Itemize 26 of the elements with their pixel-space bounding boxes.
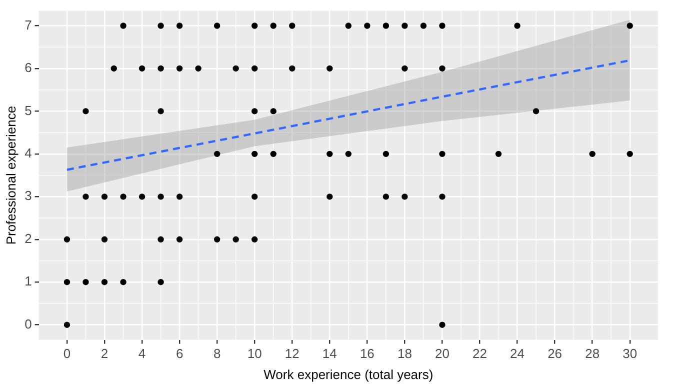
x-tick-label: 22	[472, 346, 487, 362]
y-tick-label: 7	[24, 17, 32, 32]
x-tick-label: 10	[247, 346, 262, 362]
x-tick-label: 12	[284, 346, 300, 362]
x-tick-label: 18	[397, 346, 412, 362]
x-tick-label: 8	[213, 346, 221, 362]
x-tick-label: 26	[548, 346, 562, 362]
y-tick-label: 0	[24, 316, 32, 332]
x-tick-label: 28	[585, 346, 600, 362]
y-tick-label: 5	[24, 102, 32, 118]
y-tick-label: 1	[24, 274, 32, 289]
y-axis-title: Professional experience	[3, 106, 18, 245]
y-tick-label: 4	[24, 146, 32, 161]
x-tick-label: 2	[100, 346, 108, 362]
x-tick-label: 14	[322, 346, 337, 362]
x-tick-label: 0	[63, 346, 71, 362]
y-tick-label: 6	[24, 60, 32, 76]
x-tick-label: 6	[176, 346, 184, 362]
x-axis-title: Work experience (total years)	[264, 366, 434, 382]
x-tick-label: 30	[622, 346, 638, 362]
y-tick-label: 3	[24, 188, 32, 204]
x-tick-label: 4	[138, 346, 146, 362]
y-tick-label: 2	[24, 230, 32, 246]
x-tick-label: 16	[360, 346, 374, 362]
x-tick-label: 24	[510, 346, 525, 362]
x-tick-label: 20	[434, 346, 450, 362]
